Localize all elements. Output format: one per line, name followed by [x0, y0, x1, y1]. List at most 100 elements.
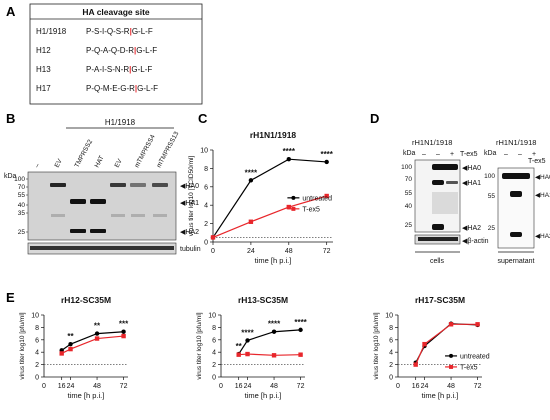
- data-point: [94, 331, 100, 336]
- chart-title: rH17-SC35M: [415, 295, 465, 305]
- series-line: [415, 323, 478, 365]
- chart-title: rH1N1/1918: [250, 130, 297, 140]
- significance-mark: ***: [119, 320, 129, 329]
- data-point: [236, 352, 241, 357]
- data-point: [68, 341, 73, 347]
- lane-label: –: [518, 151, 522, 158]
- band-ha1-faint: [446, 181, 458, 184]
- band-ha1: [432, 180, 444, 185]
- y-tick-label: 8: [212, 325, 216, 332]
- legend-marker: [291, 195, 296, 200]
- y-tick-label: 6: [204, 184, 208, 191]
- treatment-label: T-ex5: [460, 151, 478, 158]
- significance-mark: **: [236, 342, 243, 351]
- y-tick-label: 6: [389, 337, 393, 344]
- band-ha1: [90, 199, 106, 204]
- band-smear: [111, 214, 125, 217]
- x-tick-label: 48: [270, 383, 278, 390]
- y-tick-label: 8: [204, 166, 208, 173]
- lane-label: –: [504, 151, 508, 158]
- table-row-sequence: P-Q-M-E-G-R|G-L-F: [86, 84, 158, 93]
- band-smear: [51, 214, 65, 217]
- band-smear: [131, 214, 145, 217]
- x-tick-label: 24: [67, 383, 75, 390]
- y-tick-label: 10: [385, 313, 393, 320]
- data-point: [286, 204, 291, 210]
- y-tick-label: 8: [35, 325, 39, 332]
- panel-label-d: D: [370, 111, 379, 126]
- data-point: [324, 193, 329, 199]
- legend-label: untreated: [302, 195, 332, 202]
- x-tick-label: 16: [235, 383, 243, 390]
- band-ha0: [152, 183, 168, 187]
- band-ha2: [432, 224, 444, 230]
- x-tick-label: 0: [211, 248, 215, 255]
- footer-label: supernatant: [498, 258, 535, 265]
- data-point: [422, 341, 427, 347]
- significance-mark: ****: [245, 168, 258, 177]
- series-line: [212, 195, 327, 238]
- series-line: [61, 331, 124, 351]
- legend-marker: [449, 353, 454, 358]
- kda-marker: 55: [488, 193, 496, 200]
- table-row-name: H1/1918: [36, 27, 67, 36]
- x-axis-label: time [h p.i.]: [255, 256, 292, 265]
- data-point: [248, 219, 254, 224]
- band-ha0: [432, 164, 458, 170]
- x-axis-label: time [h p.i.]: [422, 391, 459, 400]
- y-tick-label: 0: [212, 375, 216, 382]
- y-tick-label: 10: [200, 148, 208, 155]
- x-tick-label: 72: [297, 383, 305, 390]
- significance-mark: **: [94, 322, 101, 331]
- band-label: ◀HA2: [462, 225, 481, 232]
- x-axis-label: time [h p.i.]: [245, 391, 282, 400]
- y-axis-label: virus titer log10 [pfu/ml]: [196, 312, 203, 379]
- x-tick-label: 24: [244, 383, 252, 390]
- cleavage-site-table: HA cleavage site H1/1918 P-S-I-Q-S-R|G-L-…: [29, 3, 203, 105]
- band-smear: [432, 192, 458, 214]
- band-label: ◀HA2: [180, 229, 199, 236]
- band-ha1: [70, 199, 86, 204]
- significance-mark: ****: [268, 320, 281, 329]
- lane-label: mTMPRSS4: [134, 133, 157, 169]
- table-row-sequence: P-S-I-Q-S-R|G-L-F: [86, 27, 153, 36]
- kda-marker: 40: [18, 202, 26, 209]
- band-label: ◀HA1: [180, 200, 199, 207]
- kda-marker: 25: [405, 222, 413, 229]
- x-tick-label: 48: [93, 383, 101, 390]
- data-point: [271, 353, 277, 358]
- band-ha0: [502, 173, 530, 179]
- virus-label: rH1N1/1918: [496, 138, 536, 147]
- x-tick-label: 72: [120, 383, 128, 390]
- data-point: [121, 329, 126, 334]
- lane-label: –: [34, 162, 42, 169]
- y-tick-label: 0: [35, 375, 39, 382]
- chart-title: rH12-SC35M: [61, 295, 111, 305]
- kda-label: kDa: [4, 173, 17, 180]
- band-label: ◀HA1: [535, 192, 550, 199]
- significance-mark: **: [67, 332, 74, 341]
- kda-marker: 55: [18, 192, 26, 199]
- significance-mark: ****: [283, 147, 296, 156]
- legend-label: T-ex5: [460, 364, 478, 371]
- panel-label-c: C: [198, 111, 208, 126]
- y-tick-label: 2: [212, 362, 216, 369]
- lane-label: –: [436, 151, 440, 158]
- blot-group-label: H1/1918: [105, 118, 136, 127]
- data-point: [298, 327, 303, 333]
- data-point: [413, 362, 418, 367]
- y-axis-label: virus titer log10 [TCID50/ml]: [188, 156, 195, 237]
- data-point: [324, 159, 329, 165]
- y-tick-label: 2: [389, 362, 393, 369]
- lane-label: +: [450, 151, 454, 158]
- y-tick-label: 4: [389, 350, 393, 357]
- virus-label: rH1N1/1918: [412, 138, 452, 147]
- lane-label: mTMPRSS13: [156, 130, 181, 169]
- x-tick-label: 16: [412, 383, 420, 390]
- kda-marker: 100: [484, 173, 495, 180]
- data-point: [245, 351, 250, 357]
- treatment-label: T-ex5: [528, 158, 546, 165]
- lane-label: EV: [54, 157, 65, 169]
